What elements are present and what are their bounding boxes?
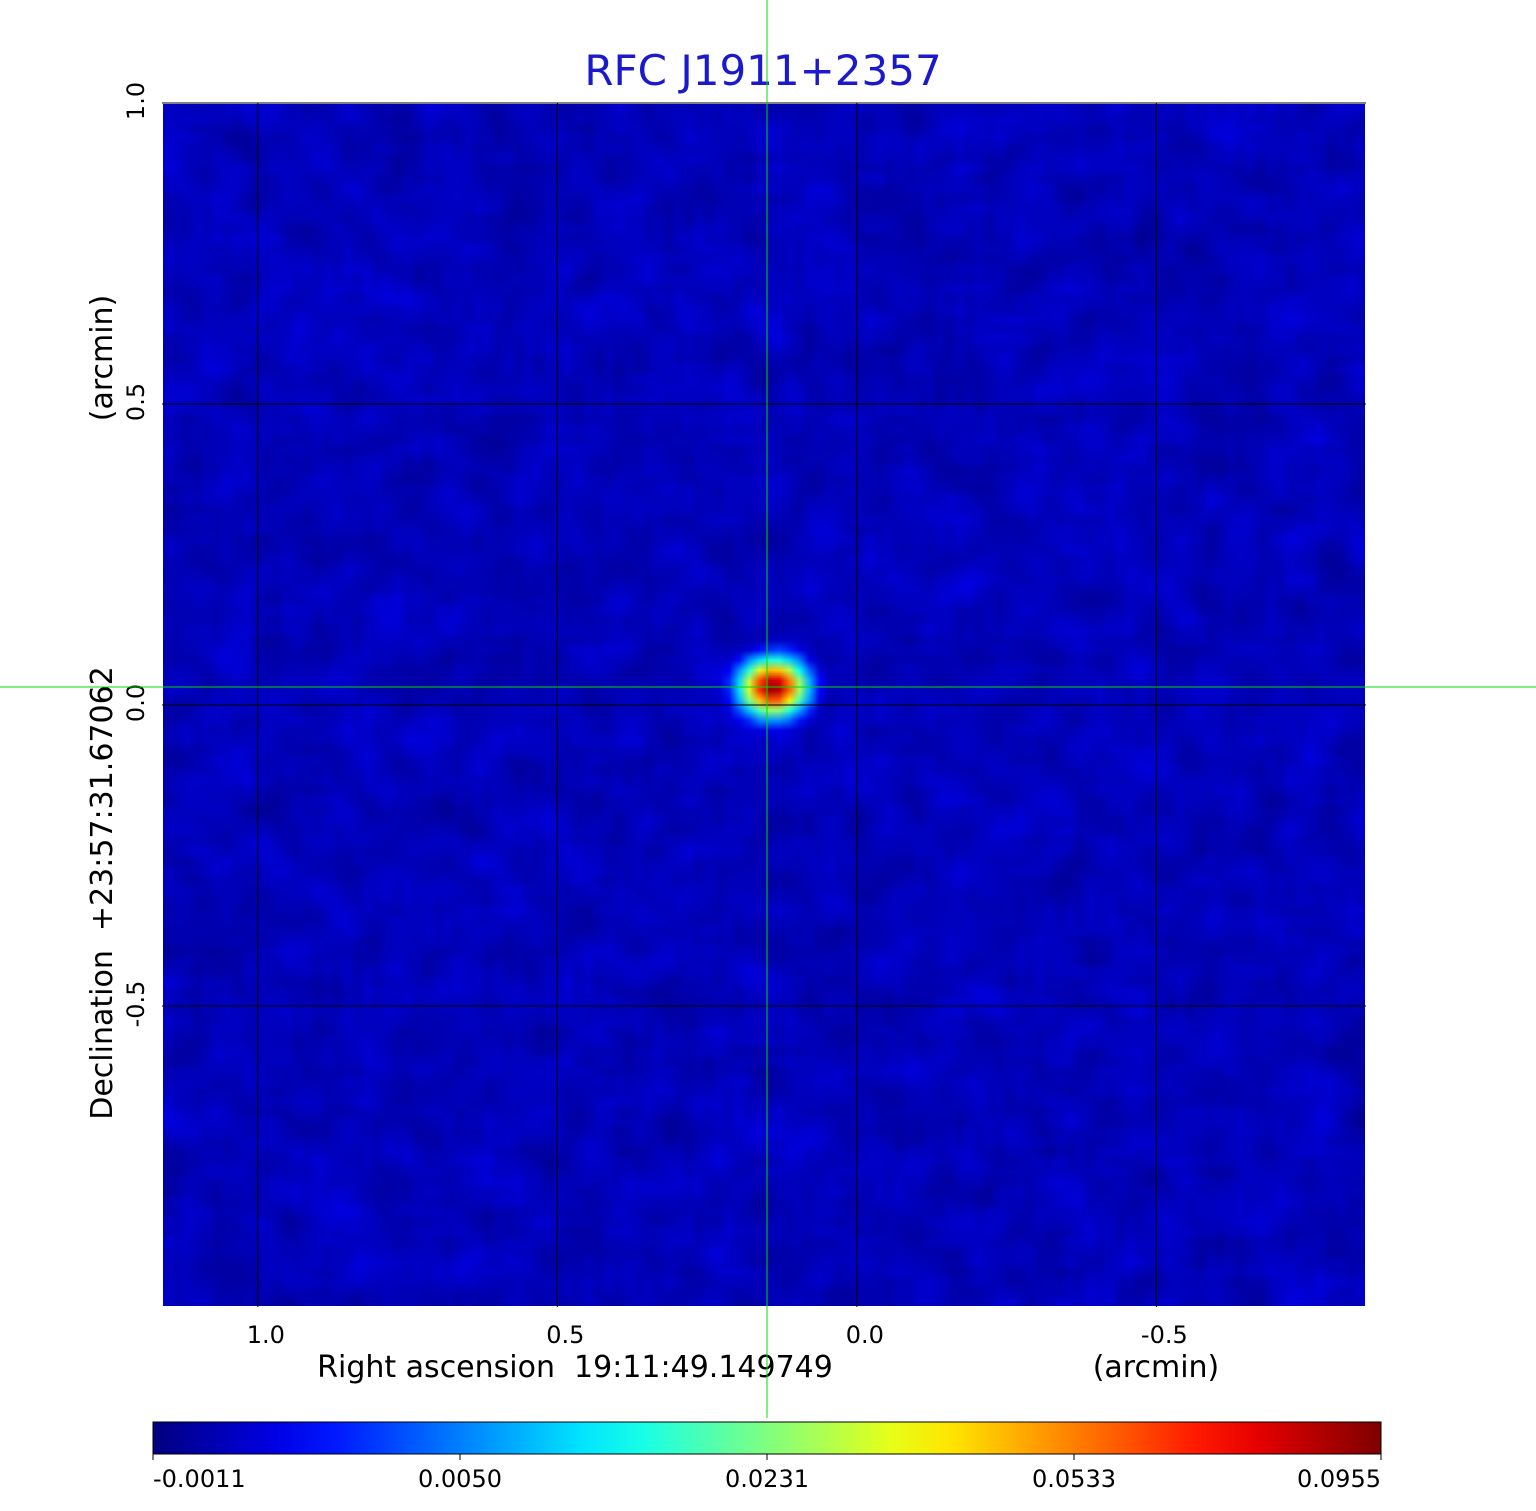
colorbar-gradient — [152, 1421, 1382, 1455]
colorbar: -0.0011 0.0050 0.0231 0.0533 0.0955 — [152, 1421, 1382, 1493]
y-tick-labels: 1.0 0.5 0.0 -0.5 — [122, 82, 150, 1028]
y-axis-unit: (arcmin) — [85, 295, 120, 422]
grid-lines — [162, 102, 1366, 1307]
x-axis-label: Right ascension 19:11:49.149749 — [317, 1350, 833, 1385]
colorbar-tick-label: 0.0231 — [725, 1465, 809, 1493]
y-tick-label: 1.0 — [122, 82, 150, 120]
colorbar-tick-labels: -0.0011 0.0050 0.0231 0.0533 0.0955 — [152, 1454, 1382, 1493]
chart-title: RFC J1911+2357 — [584, 46, 941, 95]
colorbar-tick-label: 0.0955 — [1297, 1465, 1381, 1493]
x-tick-label: 0.5 — [546, 1321, 584, 1349]
crosshair — [0, 0, 1536, 1418]
colorbar-tick-label: 0.0050 — [418, 1465, 502, 1493]
y-tick-label: 0.5 — [122, 383, 150, 421]
plot-area — [161, 102, 1367, 1308]
y-tick-label: 0.0 — [122, 684, 150, 722]
colorbar-tick-label: -0.0011 — [153, 1465, 246, 1493]
y-tick-label: -0.5 — [122, 981, 150, 1028]
x-tick-labels: 1.0 0.5 0.0 -0.5 — [247, 1321, 1188, 1349]
x-tick-label: 0.0 — [846, 1321, 884, 1349]
colorbar-tick-label: 0.0533 — [1032, 1465, 1116, 1493]
x-tick-label: -0.5 — [1141, 1321, 1188, 1349]
y-axis-label: Declination +23:57:31.67062 — [85, 666, 120, 1120]
x-axis-unit: (arcmin) — [1093, 1350, 1220, 1385]
x-tick-label: 1.0 — [247, 1321, 285, 1349]
